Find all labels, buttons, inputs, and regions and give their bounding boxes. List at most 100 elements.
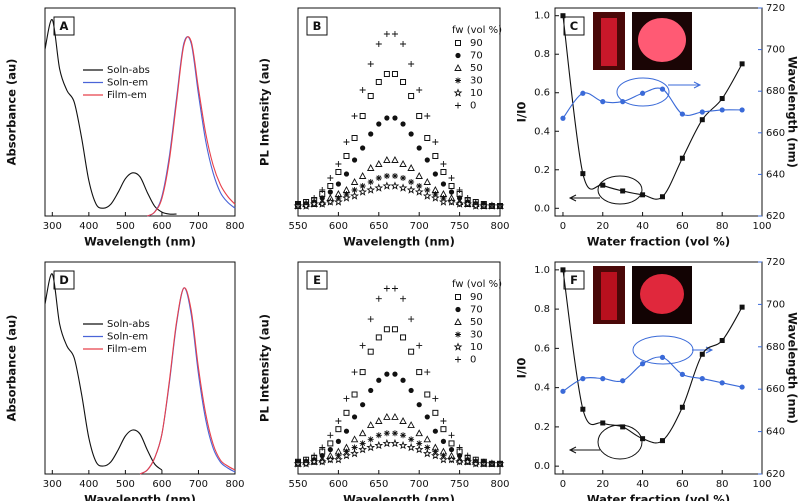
marker: [319, 195, 325, 201]
x-axis-label: Water fraction (vol %): [587, 235, 730, 249]
marker: [640, 192, 646, 198]
marker: [311, 195, 318, 201]
series-line: [44, 273, 163, 471]
marker: [447, 455, 456, 464]
panel-label-box: [306, 16, 328, 36]
marker: [351, 414, 358, 420]
marker: [447, 197, 456, 206]
marker: [406, 185, 416, 194]
marker: [416, 87, 423, 93]
marker: [560, 13, 566, 19]
marker: [335, 438, 341, 444]
marker: [432, 428, 438, 434]
marker: [383, 156, 391, 163]
marker: [383, 430, 390, 437]
marker: [448, 432, 455, 439]
y-tick-label: 0.2: [534, 165, 550, 176]
x-tick-label: 100: [752, 479, 771, 490]
x-tick-label: 600: [152, 221, 171, 232]
marker: [560, 115, 566, 121]
marker: [431, 193, 440, 202]
marker: [375, 334, 382, 341]
marker: [309, 457, 319, 466]
legend-label: 50: [470, 63, 483, 74]
marker: [679, 155, 685, 161]
marker: [399, 417, 407, 424]
marker: [327, 440, 334, 447]
marker: [620, 378, 626, 384]
panel-label: E: [313, 273, 321, 287]
marker: [383, 71, 390, 77]
marker: [382, 181, 392, 190]
marker: [311, 452, 318, 459]
marker: [600, 376, 606, 382]
marker: [580, 406, 586, 412]
x-tick-label: 800: [490, 479, 509, 490]
marker: [376, 377, 382, 383]
marker: [699, 376, 705, 382]
legend-label: 90: [470, 292, 483, 303]
marker: [358, 187, 367, 196]
marker: [488, 203, 495, 209]
x-tick-label: 400: [79, 221, 98, 232]
ellipse: [597, 424, 643, 460]
marker: [424, 369, 431, 376]
marker: [350, 435, 359, 443]
x-tick-label: 0: [560, 479, 566, 490]
marker: [374, 440, 384, 450]
x-tick-label: 80: [716, 221, 729, 232]
x-axis-label: Water fraction (vol %): [587, 493, 730, 501]
y-axis-label: Absorbance (au): [5, 59, 19, 166]
marker: [335, 426, 342, 433]
marker: [416, 183, 423, 189]
marker: [580, 90, 586, 96]
marker: [350, 191, 359, 200]
marker: [639, 361, 646, 367]
marker: [334, 197, 343, 206]
marker: [351, 369, 358, 376]
marker: [406, 442, 416, 452]
series-line: [562, 269, 743, 444]
marker: [375, 41, 382, 47]
y-tick-label: 1.0: [534, 265, 550, 276]
marker: [327, 189, 333, 195]
marker: [398, 440, 408, 450]
photo: [638, 18, 686, 62]
photo: [601, 18, 617, 66]
y2-tick-label: 640: [766, 427, 785, 438]
marker: [390, 438, 400, 448]
marker: [392, 115, 398, 121]
marker: [719, 107, 725, 113]
marker: [367, 93, 374, 99]
marker: [432, 171, 438, 177]
x-tick-label: 20: [596, 479, 609, 490]
marker: [422, 449, 432, 458]
marker: [408, 179, 415, 185]
marker: [343, 171, 350, 177]
marker: [359, 342, 366, 349]
marker: [303, 199, 310, 205]
y2-tick-label: 700: [766, 45, 785, 56]
marker: [560, 388, 566, 394]
arrow: [668, 81, 702, 89]
legend-swatch: [454, 64, 462, 71]
marker: [335, 161, 342, 167]
marker: [448, 183, 455, 189]
marker: [367, 436, 374, 443]
marker: [464, 452, 471, 459]
marker: [600, 182, 606, 188]
marker: [464, 195, 471, 201]
marker: [455, 199, 464, 208]
marker: [414, 187, 424, 196]
marker: [719, 96, 725, 102]
y-tick-label: 0.0: [534, 203, 550, 214]
marker: [620, 424, 626, 430]
plot-frame: [297, 7, 501, 217]
marker: [366, 442, 376, 452]
marker: [327, 175, 334, 181]
marker: [416, 369, 423, 376]
marker: [325, 455, 335, 464]
marker: [448, 175, 455, 181]
marker: [383, 326, 390, 333]
